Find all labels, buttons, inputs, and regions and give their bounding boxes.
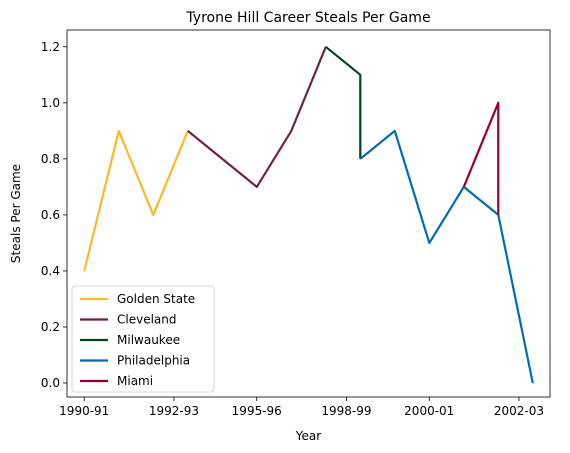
series-line-miami [462, 101, 500, 215]
y-tick-label: 1.2 [41, 40, 60, 54]
x-axis-label: Year [295, 429, 321, 443]
legend-entry-label: Philadelphia [117, 354, 190, 368]
y-tick-label: 0.0 [41, 376, 60, 390]
x-tick-label: 2000-01 [404, 404, 454, 418]
series-line-milwaukee [325, 45, 362, 159]
x-tick-label: 1990-91 [59, 404, 109, 418]
series-lines [83, 45, 534, 384]
x-axis: 1990-91 1992-93 1995-96 1998-99 2000-01 2002-… [59, 397, 544, 418]
x-tick-label: 2002-03 [494, 404, 544, 418]
y-tick-label: 0.4 [41, 264, 60, 278]
y-tick-label: 0.2 [41, 320, 60, 334]
x-tick-label: 1992-93 [149, 404, 199, 418]
y-axis-label: Steals Per Game [9, 164, 23, 263]
y-tick-label: 1.0 [41, 96, 60, 110]
legend-entry-label: Milwaukee [117, 333, 180, 347]
legend-entry-label: Miami [117, 374, 153, 388]
legend-box [71, 285, 215, 393]
x-tick-label: 1998-99 [321, 404, 371, 418]
series-line-cleveland [187, 46, 327, 188]
series-line-philadelphia [359, 129, 534, 384]
y-tick-label: 0.8 [41, 152, 60, 166]
chart-title: Tyrone Hill Career Steals Per Game [185, 10, 430, 26]
plot-frame [66, 29, 551, 398]
x-tick-label: 1995-96 [232, 404, 282, 418]
legend-entry-label: Cleveland [117, 313, 177, 327]
y-axis: 0.0 0.2 0.4 0.6 0.8 1.0 1.2 [41, 40, 67, 390]
legend-entry-label: Golden State [117, 292, 195, 306]
y-tick-label: 0.6 [41, 208, 60, 222]
legend: Golden State Cleveland Milwaukee Philadelph… [71, 285, 215, 393]
series-line-golden-state [83, 129, 189, 272]
